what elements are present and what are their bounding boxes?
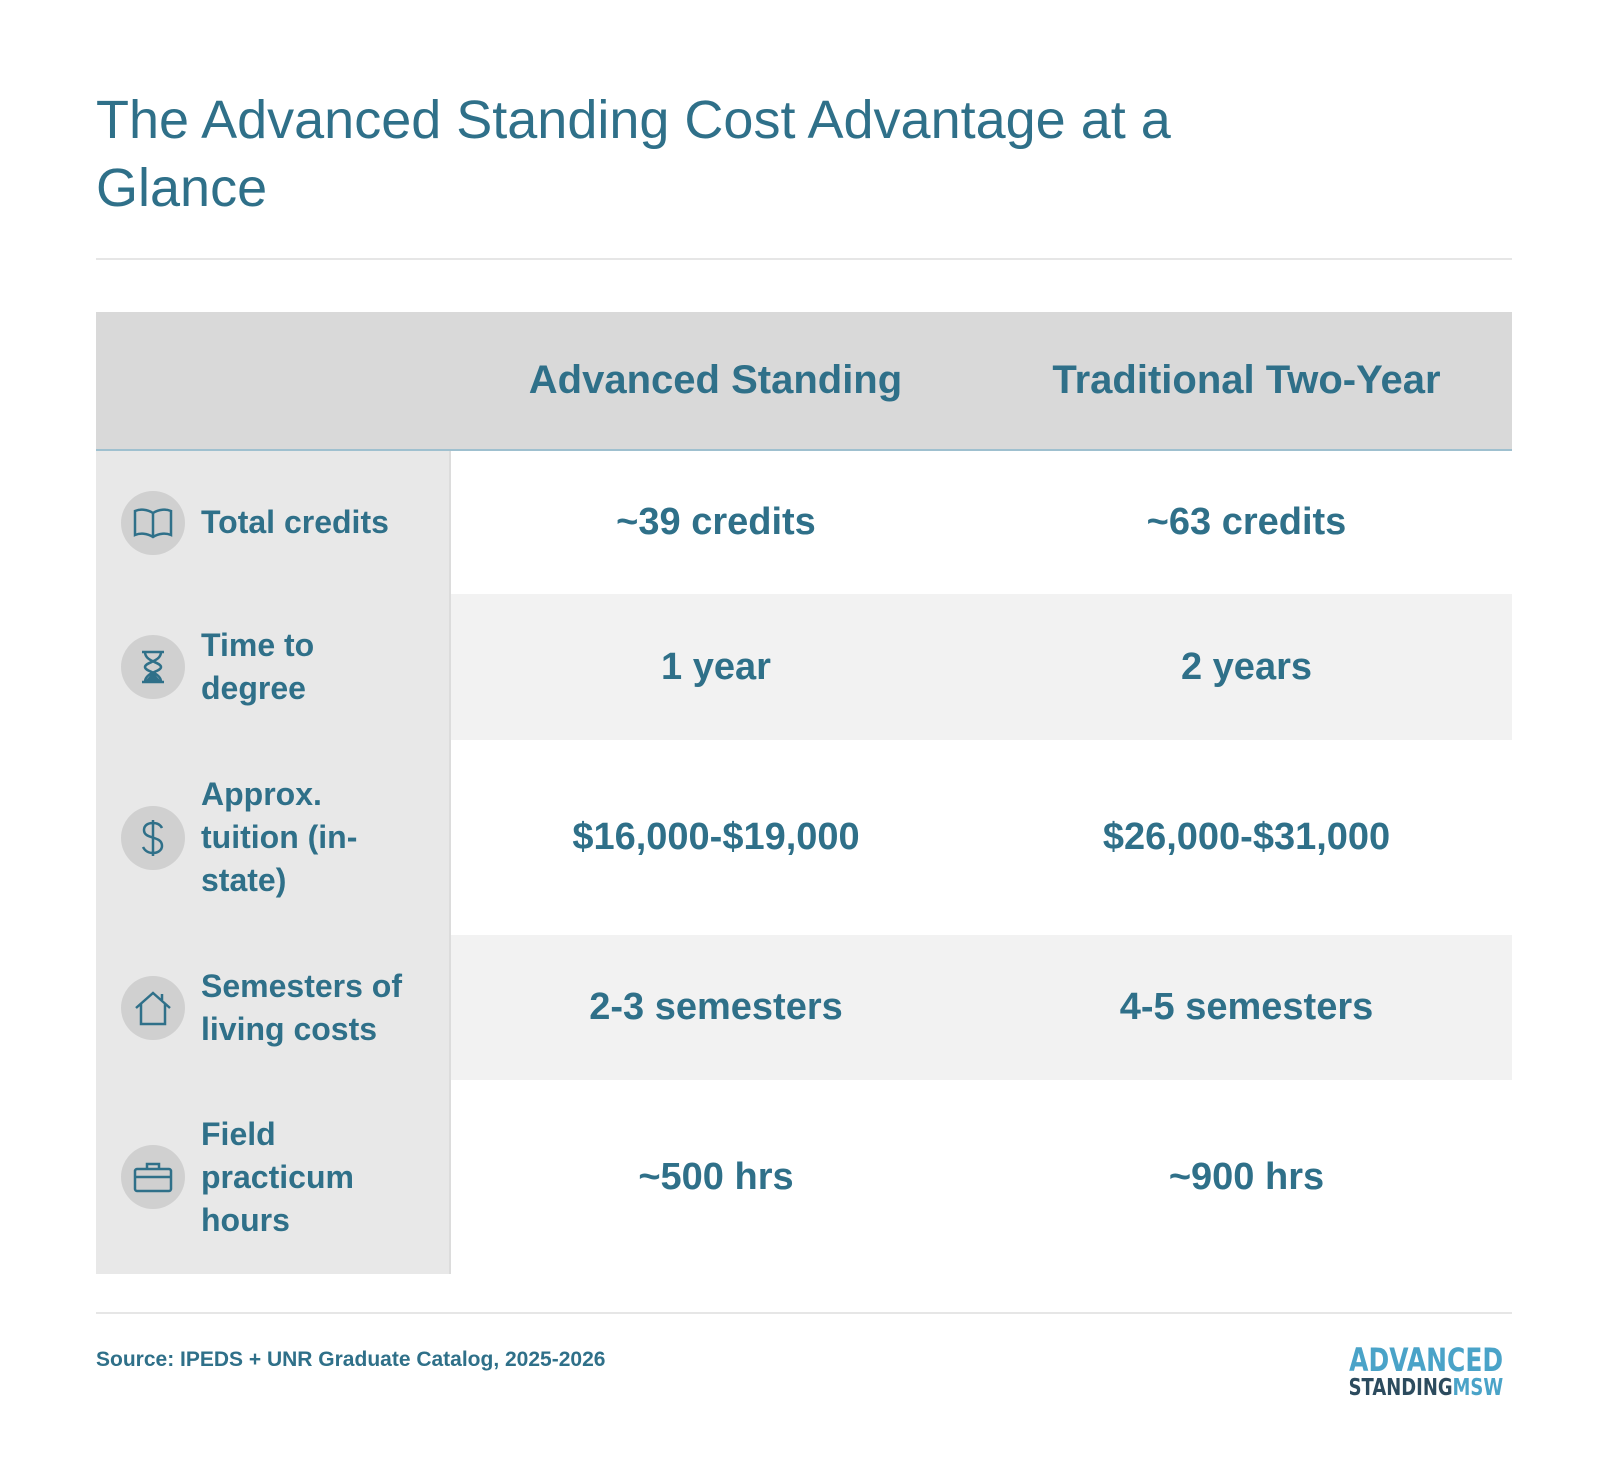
logo-word: MSW [1452,1375,1503,1401]
dollar-icon [121,805,185,870]
hourglass-icon [121,635,185,699]
divider [96,258,1512,260]
row-label: Time to degree [201,627,315,706]
row-label: Field practicum hours [201,1115,354,1238]
logo: ADVANCED STANDINGMSW [1348,1341,1503,1402]
cell: ~500 hrs [638,1155,794,1198]
source-note: Source: IPEDS + UNR Graduate Catalog, 20… [96,1348,606,1371]
column-header: Traditional Two-Year [981,312,1512,451]
row-label-cell: Total credits [96,450,451,594]
divider [96,1312,1512,1314]
cell: $26,000-$31,000 [1102,816,1391,858]
cell: ~39 credits [616,501,816,543]
row-label: Semesters of living costs [201,967,402,1047]
row-label: Total credits [201,504,389,540]
logo-line: ADVANCED [1349,1341,1503,1379]
cell: $16,000-$19,000 [572,816,860,858]
cell: 4-5 semesters [981,935,1512,1080]
comparison-table: Advanced Standing Traditional Two-Year T… [96,312,1512,1274]
cell: 1 year [450,594,981,740]
row-label-cell: Time to degree [96,594,451,740]
row: Approx. tuition (in-state) $16,000-$19,0… [96,740,1512,935]
cell: 2 years [981,594,1512,740]
row: Field practicum hours ~500 hrs ~900 hrs [96,1080,1512,1274]
row: Time to degree 1 year 2 years [96,594,1512,740]
row: Total credits ~39 credits ~63 credits [96,450,1512,594]
header-cell [96,312,450,451]
logo-line: STANDINGMSW [1348,1374,1503,1402]
column-header: Advanced Standing [450,312,981,451]
house-icon [121,975,185,1040]
row-label-cell: Field practicum hours [96,1080,451,1274]
title: The Advanced Standing Cost Advantage at … [96,90,1171,218]
cell: ~900 hrs [1168,1155,1325,1198]
cell: ~63 credits [1146,501,1347,543]
row-label-cell: Approx. tuition (in-state) [96,740,451,935]
header-row: Advanced Standing Traditional Two-Year [96,312,1512,451]
briefcase-icon [121,1145,185,1209]
row-label-cell: Semesters of living costs [96,935,451,1080]
row: Semesters of living costs 2-3 semesters … [96,935,1512,1080]
logo-word: STANDING [1348,1375,1453,1401]
cell: 2-3 semesters [450,935,981,1080]
row-label: Approx. tuition (in-state) [201,776,358,898]
book-icon [121,490,185,555]
